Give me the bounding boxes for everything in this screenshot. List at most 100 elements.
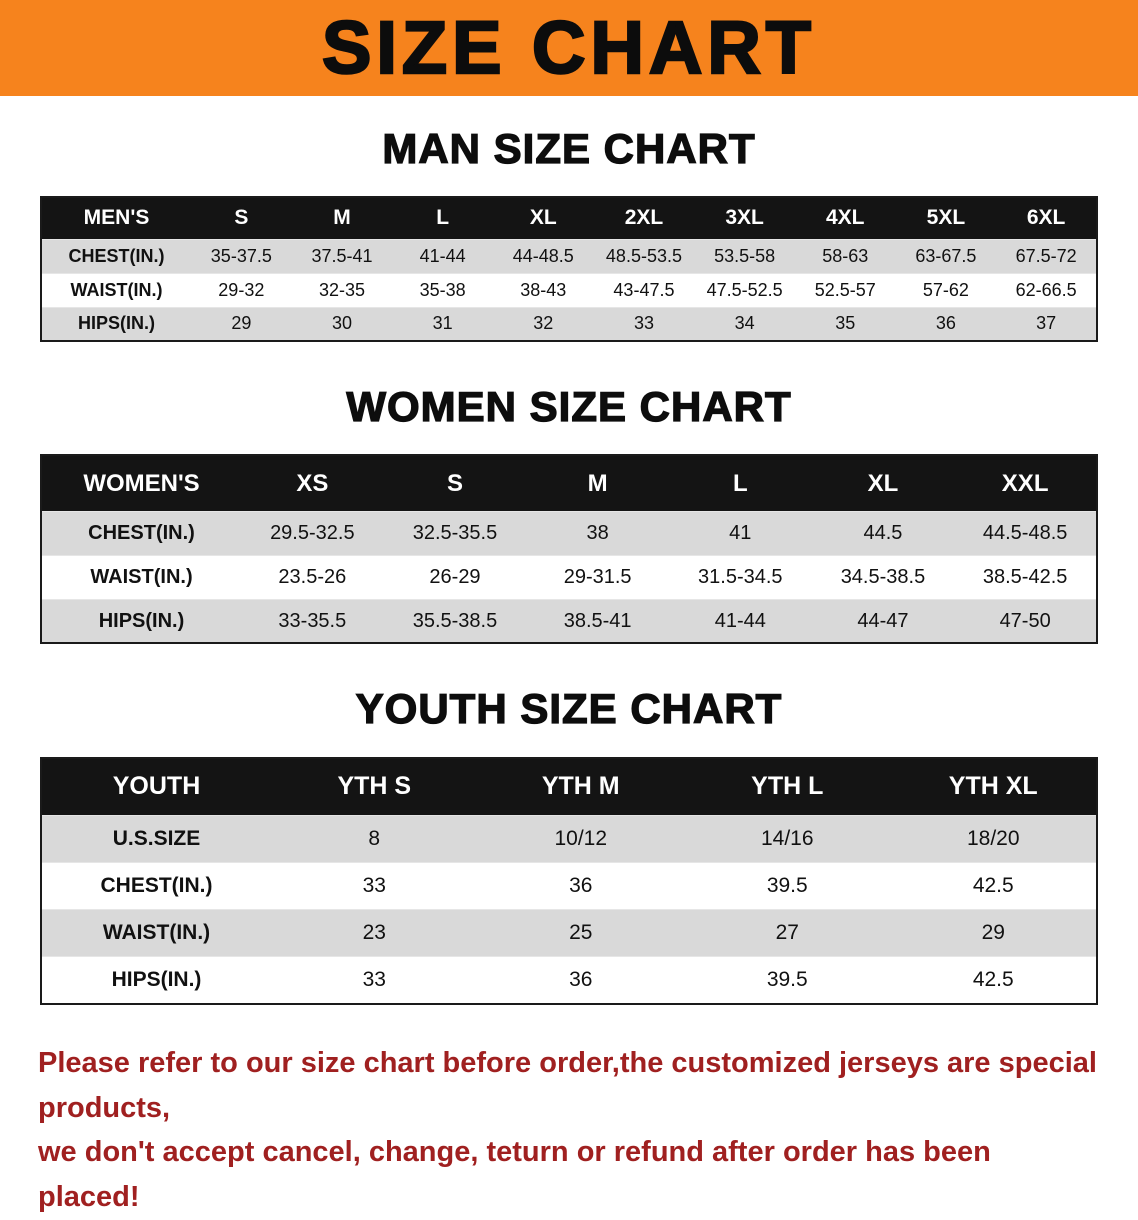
footer-disclaimer: Please refer to our size chart before or… xyxy=(38,1041,1100,1220)
column-header: 4XL xyxy=(826,206,865,230)
table-cell: 67.5-72 xyxy=(1015,245,1077,266)
disclaimer-line-2: we don't accept cancel, change, teturn o… xyxy=(38,1136,991,1214)
table-cell: 41 xyxy=(729,521,752,544)
row-label: U.S.SIZE xyxy=(112,827,201,851)
table-cell: 35-37.5 xyxy=(210,245,272,266)
column-header: YTH L xyxy=(751,772,824,801)
women-size-table: WOMEN'S XS S M L XL XXL CHEST(IN.) 29.5-32.5 32.5… xyxy=(40,454,1098,645)
man-size-chart-section: MAN SIZE CHART MEN'S S M L XL 2XL 3XL 4XL 5XL 6XL… xyxy=(0,125,1138,343)
youth-size-table: YOUTH YTH S YTH M YTH L YTH XL U.S.SIZE 8 10/12… xyxy=(40,756,1098,1005)
column-header: XL xyxy=(529,206,557,230)
column-header: L xyxy=(436,206,450,230)
column-header: M xyxy=(333,206,351,230)
table-cell: 14/16 xyxy=(760,827,814,851)
row-label: CHEST(IN.) xyxy=(88,521,195,544)
column-header: XS xyxy=(296,469,329,497)
table-cell: 36 xyxy=(569,874,593,898)
table-cell: 8 xyxy=(368,827,381,851)
table-group-label: YOUTH xyxy=(112,772,201,801)
table-cell: 47.5-52.5 xyxy=(706,279,783,300)
table-cell: 25 xyxy=(569,921,593,945)
table-cell: 41-44 xyxy=(714,609,766,632)
table-cell: 41-44 xyxy=(419,245,466,266)
table-cell: 42.5 xyxy=(972,874,1014,898)
table-cell: 57-62 xyxy=(922,279,969,300)
youth-section-heading: YOUTH SIZE CHART xyxy=(355,685,783,733)
row-label: WAIST(IN.) xyxy=(70,279,163,300)
table-cell: 29-32 xyxy=(218,279,265,300)
table-cell: 44.5 xyxy=(863,521,903,544)
table-cell: 26-29 xyxy=(429,565,481,588)
table-cell: 35-38 xyxy=(419,279,466,300)
table-cell: 33 xyxy=(362,874,386,898)
page-title: SIZE CHART xyxy=(321,6,816,89)
column-header: M xyxy=(587,469,608,497)
table-row: CHEST(IN.) 33 36 39.5 42.5 xyxy=(41,862,1097,910)
table-cell: 32 xyxy=(533,313,554,334)
table-cell: 39.5 xyxy=(766,874,808,898)
women-section-heading: WOMEN SIZE CHART xyxy=(346,383,792,431)
row-label: HIPS(IN.) xyxy=(111,967,202,991)
table-cell: 31.5-34.5 xyxy=(698,565,783,588)
men-size-table: MEN'S S M L XL 2XL 3XL 4XL 5XL 6XL CHEST(IN.) 35-37… xyxy=(40,196,1098,343)
table-row: HIPS(IN.) 33-35.5 35.5-38.5 38.5-41 41-44 44-… xyxy=(41,599,1097,644)
table-group-label: WOMEN'S xyxy=(83,469,200,497)
table-cell: 39.5 xyxy=(766,967,808,991)
banner: SIZE CHART xyxy=(0,0,1138,96)
table-row: WAIST(IN.) 23.5-26 26-29 29-31.5 31.5-34.5 34… xyxy=(41,555,1097,600)
table-cell: 34 xyxy=(734,313,755,334)
table-row: HIPS(IN.) 29 30 31 32 33 34 35 36 37 xyxy=(41,307,1097,342)
table-cell: 42.5 xyxy=(972,967,1014,991)
table-cell: 63-67.5 xyxy=(915,245,977,266)
table-cell: 29.5-32.5 xyxy=(270,521,355,544)
table-group-label: MEN'S xyxy=(83,206,150,230)
table-cell: 37.5-41 xyxy=(311,245,373,266)
table-cell: 32.5-35.5 xyxy=(412,521,498,544)
table-row: CHEST(IN.) 35-37.5 37.5-41 41-44 44-48.5 48.5… xyxy=(41,239,1097,274)
table-cell: 53.5-58 xyxy=(714,245,776,266)
row-label: CHEST(IN.) xyxy=(68,245,165,266)
table-row: WAIST(IN.) 23 25 27 29 xyxy=(41,909,1097,957)
table-cell: 47-50 xyxy=(999,609,1051,632)
table-cell: 23.5-26 xyxy=(278,565,347,588)
table-header-row: MEN'S S M L XL 2XL 3XL 4XL 5XL 6XL xyxy=(41,197,1097,240)
table-cell: 30 xyxy=(331,313,352,334)
table-cell: 38.5-42.5 xyxy=(982,565,1068,588)
table-cell: 23 xyxy=(362,921,386,945)
table-header-row: YOUTH YTH S YTH M YTH L YTH XL xyxy=(41,757,1097,816)
table-cell: 36 xyxy=(569,967,593,991)
table-cell: 35.5-38.5 xyxy=(412,609,498,632)
women-size-chart-section: WOMEN SIZE CHART WOMEN'S XS S M L XL XXL CHEST(… xyxy=(0,383,1138,645)
table-cell: 58-63 xyxy=(822,245,869,266)
column-header: XXL xyxy=(1001,469,1049,497)
table-cell: 44-48.5 xyxy=(512,245,574,266)
table-cell: 29-31.5 xyxy=(563,565,632,588)
column-header: YTH M xyxy=(541,772,620,801)
column-header: 2XL xyxy=(624,206,664,230)
table-header-row: WOMEN'S XS S M L XL XXL xyxy=(41,455,1097,512)
table-cell: 33 xyxy=(362,967,386,991)
table-cell: 18/20 xyxy=(966,827,1020,851)
table-row: CHEST(IN.) 29.5-32.5 32.5-35.5 38 41 44.5 44.5… xyxy=(41,511,1097,556)
column-header: 5XL xyxy=(926,206,966,230)
table-cell: 52.5-57 xyxy=(814,279,876,300)
column-header: L xyxy=(732,469,748,497)
table-cell: 32-35 xyxy=(318,279,365,300)
table-cell: 27 xyxy=(775,921,799,945)
table-cell: 31 xyxy=(432,313,453,334)
table-cell: 35 xyxy=(835,313,856,334)
table-cell: 37 xyxy=(1036,313,1057,334)
table-row: U.S.SIZE 8 10/12 14/16 18/20 xyxy=(41,815,1097,863)
table-cell: 38 xyxy=(586,521,609,544)
table-cell: 33 xyxy=(633,313,654,334)
table-cell: 29 xyxy=(231,313,252,334)
column-header: XL xyxy=(867,469,899,497)
column-header: S xyxy=(234,206,249,230)
table-cell: 10/12 xyxy=(554,827,608,851)
row-label: CHEST(IN.) xyxy=(100,874,213,898)
disclaimer-line-1: Please refer to our size chart before or… xyxy=(38,1046,1097,1124)
row-label: WAIST(IN.) xyxy=(102,921,211,945)
table-cell: 33-35.5 xyxy=(278,609,347,632)
table-row: WAIST(IN.) 29-32 32-35 35-38 38-43 43-47.5 47.… xyxy=(41,273,1097,308)
